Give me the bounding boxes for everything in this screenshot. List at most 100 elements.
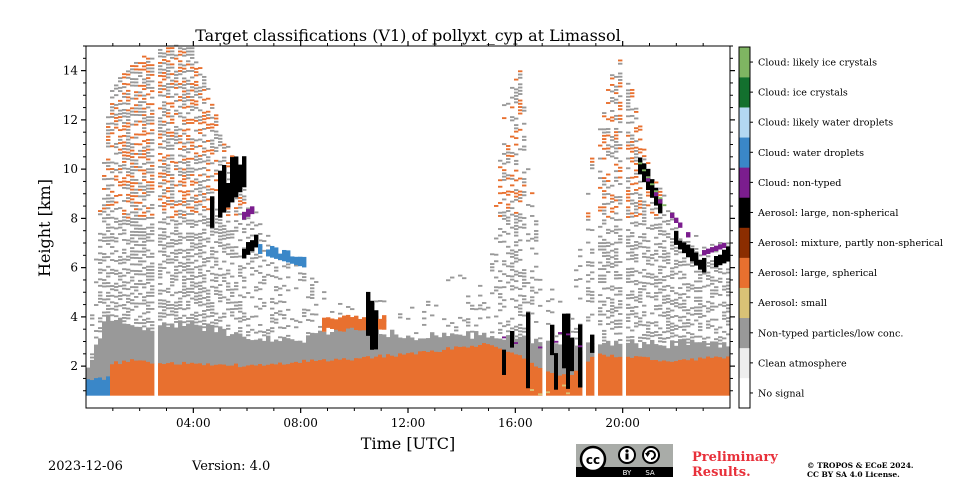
classification-cell — [106, 204, 111, 206]
classification-cell — [506, 190, 511, 193]
classification-cell — [198, 245, 203, 248]
classification-band — [254, 395, 259, 409]
classification-cell — [642, 311, 647, 314]
classification-cell — [214, 263, 219, 266]
classification-band — [538, 368, 543, 397]
classification-cell — [114, 269, 119, 272]
classification-cell — [210, 246, 215, 249]
classification-cell — [530, 237, 535, 240]
classification-cell — [626, 102, 631, 105]
classification-cell — [178, 138, 183, 141]
classification-cell — [110, 285, 115, 287]
classification-band — [422, 395, 427, 409]
classification-cell — [130, 224, 135, 227]
classification-cell — [186, 89, 191, 92]
classification-cell — [178, 47, 183, 50]
classification-cell — [514, 211, 519, 214]
classification-cell — [298, 272, 303, 275]
classification-cell — [618, 59, 623, 62]
classification-cell — [130, 195, 135, 198]
classification-cell — [114, 250, 119, 253]
classification-cell — [102, 236, 107, 239]
classification-cell — [178, 235, 183, 238]
classification-cell — [126, 119, 131, 122]
classification-cell — [150, 155, 155, 158]
classification-cell — [142, 302, 147, 305]
classification-cell — [682, 260, 687, 263]
classification-cell — [510, 177, 515, 180]
classification-cell — [654, 253, 659, 255]
classification-band — [198, 363, 203, 397]
classification-cell — [166, 187, 171, 189]
classification-cell — [606, 102, 611, 104]
classification-band — [318, 330, 323, 361]
classification-cell — [262, 259, 267, 262]
classification-cell — [518, 193, 523, 196]
classification-cell — [602, 190, 607, 193]
classification-cell — [214, 124, 219, 126]
classification-cell — [626, 281, 631, 283]
classification-cell — [206, 140, 211, 142]
classification-band — [598, 353, 603, 397]
classification-cell — [654, 259, 659, 262]
classification-cell — [134, 305, 139, 308]
classification-cell — [686, 322, 691, 325]
classification-band — [390, 355, 395, 397]
classification-cell — [222, 296, 227, 299]
classification-cell — [498, 241, 503, 243]
classification-cell — [654, 279, 659, 281]
classification-cell — [194, 74, 199, 77]
classification-band — [558, 344, 563, 376]
classification-cell — [158, 299, 163, 302]
classification-cell — [602, 264, 607, 267]
classification-cell — [174, 112, 179, 115]
classification-cell — [138, 91, 143, 94]
classification-cell — [202, 153, 207, 156]
classification-cell — [202, 180, 207, 182]
classification-cell — [610, 298, 615, 301]
classification-cell — [150, 262, 155, 265]
classification-cell — [250, 228, 255, 230]
classification-cell — [162, 299, 167, 302]
classification-cell — [198, 73, 203, 76]
classification-cell — [242, 195, 247, 198]
classification-cell — [602, 245, 607, 248]
classification-cell — [614, 332, 619, 335]
classification-band — [118, 364, 123, 397]
classification-cell — [510, 288, 515, 291]
classification-cell — [634, 306, 639, 308]
classification-cell — [174, 161, 179, 164]
classification-cell — [650, 211, 655, 214]
classification-cell — [670, 273, 675, 276]
classification-cell — [198, 242, 203, 245]
classification-cell — [150, 67, 155, 70]
classification-cell — [214, 332, 219, 335]
classification-cell — [158, 136, 163, 139]
classification-cell — [634, 270, 639, 273]
classification-cell — [178, 300, 183, 303]
classification-cell — [198, 219, 203, 222]
classification-band — [578, 324, 583, 388]
classification-cell — [514, 254, 519, 257]
classification-cell — [670, 286, 675, 289]
classification-cell — [630, 108, 635, 111]
classification-cell — [250, 234, 255, 237]
classification-cell — [170, 238, 175, 241]
classification-cell — [514, 192, 519, 195]
classification-cell — [158, 318, 163, 321]
classification-cell — [106, 308, 111, 310]
classification-cell — [150, 181, 155, 184]
classification-cell — [706, 300, 711, 303]
classification-cell — [126, 73, 131, 76]
classification-cell — [518, 76, 523, 79]
classification-band — [634, 343, 639, 357]
classification-cell — [698, 325, 703, 328]
classification-cell — [242, 201, 247, 204]
classification-cell — [266, 335, 271, 338]
classification-cell — [598, 157, 603, 160]
classification-cell — [182, 275, 187, 278]
classification-band — [314, 334, 319, 362]
classification-cell — [486, 316, 491, 319]
classification-cell — [146, 106, 151, 109]
classification-band — [674, 217, 679, 223]
